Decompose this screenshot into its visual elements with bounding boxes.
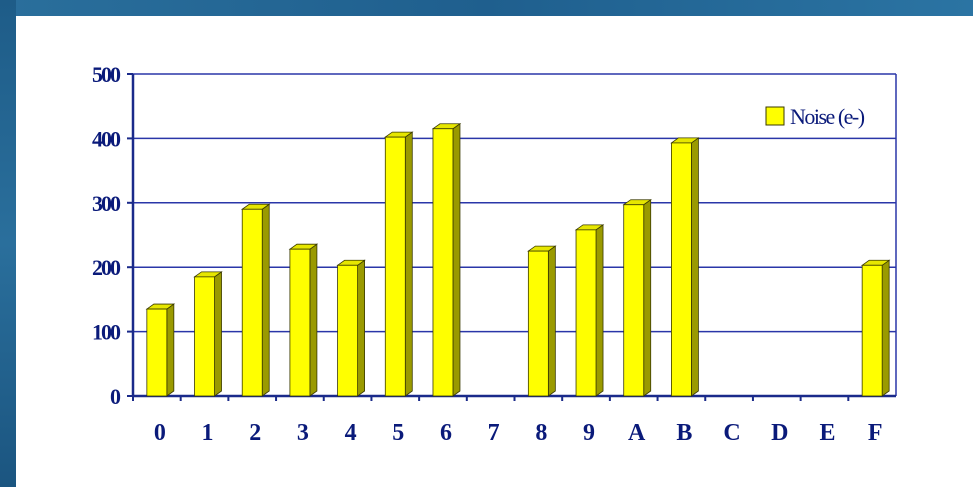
- x-tick-label: F: [868, 420, 883, 446]
- x-tick-label: E: [819, 420, 835, 446]
- x-tick-label: 5: [392, 420, 404, 446]
- bar-2: [240, 203, 271, 397]
- x-tick-label: 2: [249, 420, 261, 446]
- y-tick-label: 200: [92, 255, 121, 280]
- x-tick-labels: 0 1 2 3 4 5 6 7 8 9 A B C D E F: [154, 420, 883, 446]
- bar-0: [145, 303, 176, 397]
- x-tick-label: A: [628, 420, 646, 446]
- y-tick-label: 500: [92, 62, 121, 87]
- x-tick-label: 1: [202, 420, 214, 446]
- bar-B: [670, 137, 700, 397]
- bar-8: [527, 245, 557, 397]
- bar-9: [574, 224, 605, 397]
- slide-left-band: [0, 0, 16, 487]
- x-tick-label: 7: [488, 420, 500, 446]
- legend: Noise (e-): [765, 104, 866, 129]
- bar-4: [336, 259, 366, 397]
- x-tick-label: 9: [583, 420, 595, 446]
- slide-content: 0 100 200 300 400 500 0 1 2 3 4 5 6 7 8 9 A B C D E F Noise …: [16, 16, 973, 487]
- legend-label: Noise (e-): [790, 104, 865, 129]
- y-tick-labels: 0 100 200 300 400 500: [92, 62, 123, 409]
- x-tick-label: 0: [154, 420, 166, 446]
- x-tick-label: B: [676, 420, 692, 446]
- y-tick-label: 400: [92, 126, 121, 151]
- noise-bar-chart: 0 100 200 300 400 500 0 1 2 3 4 5 6 7 8 9 A B C D E F Noise …: [92, 62, 897, 446]
- bar-F: [860, 259, 891, 397]
- bar-5: [384, 131, 414, 397]
- bar-3: [288, 243, 319, 397]
- bar-1: [193, 271, 223, 397]
- bar-A: [622, 198, 652, 397]
- slide-top-band: [0, 0, 973, 16]
- x-tick-label: D: [771, 420, 788, 446]
- bars: [145, 122, 891, 397]
- x-tick-label: C: [723, 420, 740, 446]
- y-tick-label: 300: [92, 191, 121, 216]
- x-tick-label: 3: [297, 420, 309, 446]
- y-tick-label: 0: [110, 384, 121, 409]
- legend-swatch: [765, 106, 785, 126]
- x-tick-label: 4: [345, 420, 357, 446]
- y-tick-label: 100: [92, 320, 121, 345]
- x-tick-label: 6: [440, 420, 452, 446]
- x-tick-label: 8: [535, 420, 547, 446]
- bar-6: [431, 122, 462, 397]
